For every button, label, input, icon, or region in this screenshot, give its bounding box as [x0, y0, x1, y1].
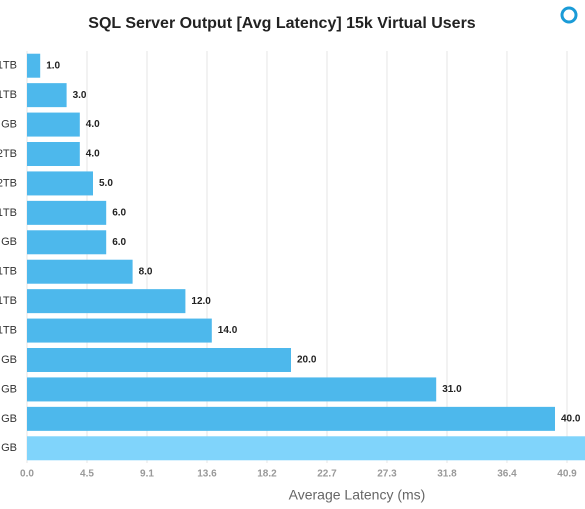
- y-tick-label: 1TB: [0, 207, 17, 219]
- menu-icon[interactable]: [560, 6, 578, 24]
- chart-title: SQL Server Output [Avg Latency] 15k Virt…: [88, 15, 475, 32]
- bar: [27, 230, 107, 255]
- bar: [27, 348, 292, 372]
- bar: [27, 200, 107, 225]
- x-tick-label: 27.3: [377, 469, 397, 480]
- bar: [27, 377, 437, 402]
- value-label: 20.0: [297, 355, 317, 366]
- value-label: 4.0: [86, 119, 100, 130]
- x-tick-label: 13.6: [197, 469, 217, 480]
- bar: [27, 171, 94, 196]
- y-tick-label: 1TB: [0, 295, 17, 307]
- value-label: 40.0: [561, 413, 581, 424]
- y-tick-label: GB: [1, 442, 17, 454]
- x-tick-label: 22.7: [317, 469, 337, 480]
- x-tick-label: 31.8: [437, 469, 457, 480]
- y-tick-label: GB: [1, 413, 17, 425]
- bar: [27, 289, 186, 314]
- bar: [27, 318, 212, 343]
- x-tick-label: 0.0: [20, 469, 34, 480]
- x-axis-title: Average Latency (ms): [289, 487, 426, 503]
- y-tick-label: 1TB: [0, 89, 17, 101]
- bar: [27, 436, 585, 461]
- x-tick-label: 40.9: [557, 469, 577, 480]
- bar: [27, 112, 80, 137]
- value-label: 3.0: [73, 90, 87, 101]
- value-label: 5.0: [99, 178, 113, 189]
- bar: [27, 53, 41, 78]
- y-tick-label: 2TB: [0, 177, 17, 189]
- icon-ring[interactable]: [560, 6, 578, 24]
- bar: [27, 259, 133, 284]
- bar: [27, 142, 80, 166]
- y-tick-label: GB: [1, 383, 17, 395]
- bar: [27, 406, 556, 431]
- value-label: 4.0: [86, 149, 100, 160]
- x-tick-label: 36.4: [497, 469, 517, 480]
- value-label: 31.0: [442, 384, 462, 395]
- y-tick-label: GB: [1, 118, 17, 130]
- x-tick-label: 4.5: [80, 469, 94, 480]
- value-label: 1.0: [46, 60, 60, 71]
- y-tick-label: 2TB: [0, 148, 17, 160]
- y-tick-label: 1TB: [0, 266, 17, 278]
- y-tick-label: GB: [1, 236, 17, 248]
- value-label: 14.0: [218, 325, 238, 336]
- x-tick-label: 18.2: [257, 469, 277, 480]
- value-label: 12.0: [191, 296, 211, 307]
- value-label: 6.0: [112, 237, 126, 248]
- x-tick-label: 9.1: [140, 469, 154, 480]
- value-label: 6.0: [112, 207, 126, 218]
- y-tick-label: GB: [1, 354, 17, 366]
- y-tick-label: 1TB: [0, 324, 17, 336]
- value-label: 8.0: [139, 266, 153, 277]
- bar: [27, 83, 67, 108]
- y-tick-label: 1TB: [0, 60, 17, 72]
